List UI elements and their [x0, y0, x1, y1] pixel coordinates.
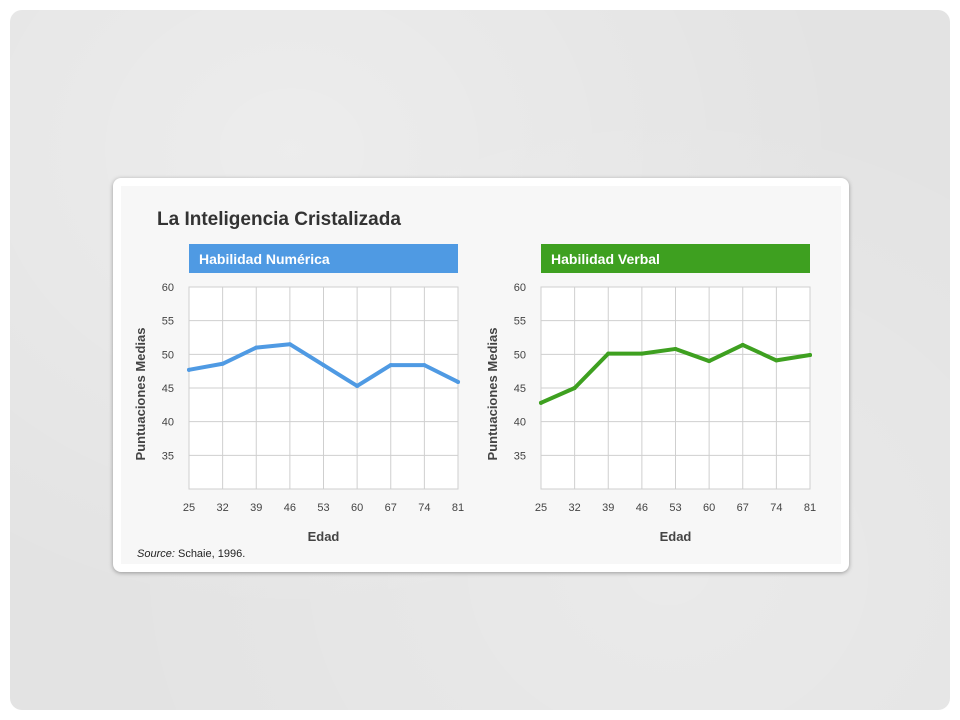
data-point-numerica: [187, 367, 191, 372]
y-tick-label: 60: [514, 282, 526, 294]
data-point-numerica: [321, 363, 326, 368]
y-tick-label: 35: [162, 450, 174, 462]
y-tick-label: 40: [162, 417, 174, 429]
x-tick-label: 32: [569, 502, 581, 514]
y-tick-label: 60: [162, 282, 174, 294]
chart-banner-title-numerica: Habilidad Numérica: [199, 251, 330, 267]
y-tick-label: 55: [514, 316, 526, 328]
chart-panel-numerica: Habilidad Numérica 35 40 45 50 55 60 25 32 39 46 53…: [133, 244, 464, 544]
x-axis-label-numerica: Edad: [308, 529, 340, 544]
x-tick-label: 46: [284, 502, 296, 514]
x-tick-label: 74: [418, 502, 430, 514]
x-tick-label: 67: [385, 502, 397, 514]
data-point-numerica: [220, 361, 225, 366]
y-tick-label: 40: [514, 417, 526, 429]
data-point-numerica: [388, 363, 393, 368]
y-tick-label: 35: [514, 450, 526, 462]
x-tick-label: 53: [669, 502, 681, 514]
data-point-verbal: [707, 359, 712, 364]
x-tick-label: 25: [183, 502, 195, 514]
data-point-verbal: [740, 342, 745, 347]
data-point-verbal: [808, 353, 812, 358]
x-tick-label: 53: [317, 502, 329, 514]
y-axis-label-verbal: Puntuaciones Medias: [485, 328, 500, 461]
y-tick-label: 50: [514, 349, 526, 361]
chart-banner-title-verbal: Habilidad Verbal: [551, 251, 660, 267]
x-tick-label: 46: [636, 502, 648, 514]
x-tick-label: 81: [452, 502, 464, 514]
data-point-verbal: [673, 346, 678, 351]
figure-title: La Inteligencia Cristalizada: [157, 209, 401, 230]
y-tick-label: 45: [162, 383, 174, 395]
data-point-numerica: [287, 342, 292, 347]
source-label: Source:: [137, 548, 175, 560]
y-tick-label: 50: [162, 349, 174, 361]
source-note: Source: Schaie, 1996.: [137, 548, 245, 560]
x-tick-label: 60: [703, 502, 715, 514]
chart-panel-verbal: Habilidad Verbal 35 40 45 50 55 60 25 32 39 46 53 60…: [485, 244, 816, 544]
x-tick-label: 32: [217, 502, 229, 514]
data-point-numerica: [254, 345, 259, 350]
y-tick-label: 55: [162, 316, 174, 328]
x-tick-label: 60: [351, 502, 363, 514]
chart-banner-verbal: [541, 244, 810, 273]
x-tick-label: 25: [535, 502, 547, 514]
data-point-numerica: [422, 363, 427, 368]
x-axis-label-verbal: Edad: [660, 529, 692, 544]
x-tick-label: 67: [737, 502, 749, 514]
chart-banner-numerica: [189, 244, 458, 273]
data-point-numerica: [355, 383, 360, 388]
x-tick-label: 39: [250, 502, 262, 514]
data-point-verbal: [539, 400, 543, 405]
data-point-verbal: [606, 351, 611, 356]
data-point-numerica: [456, 379, 460, 384]
y-tick-label: 45: [514, 383, 526, 395]
x-tick-label: 39: [602, 502, 614, 514]
y-axis-label-numerica: Puntuaciones Medias: [133, 328, 148, 461]
data-point-verbal: [774, 358, 779, 363]
data-point-verbal: [639, 351, 644, 356]
x-tick-label: 74: [770, 502, 782, 514]
source-citation: Schaie, 1996.: [175, 548, 245, 560]
x-tick-label: 81: [804, 502, 816, 514]
data-point-verbal: [572, 386, 577, 390]
